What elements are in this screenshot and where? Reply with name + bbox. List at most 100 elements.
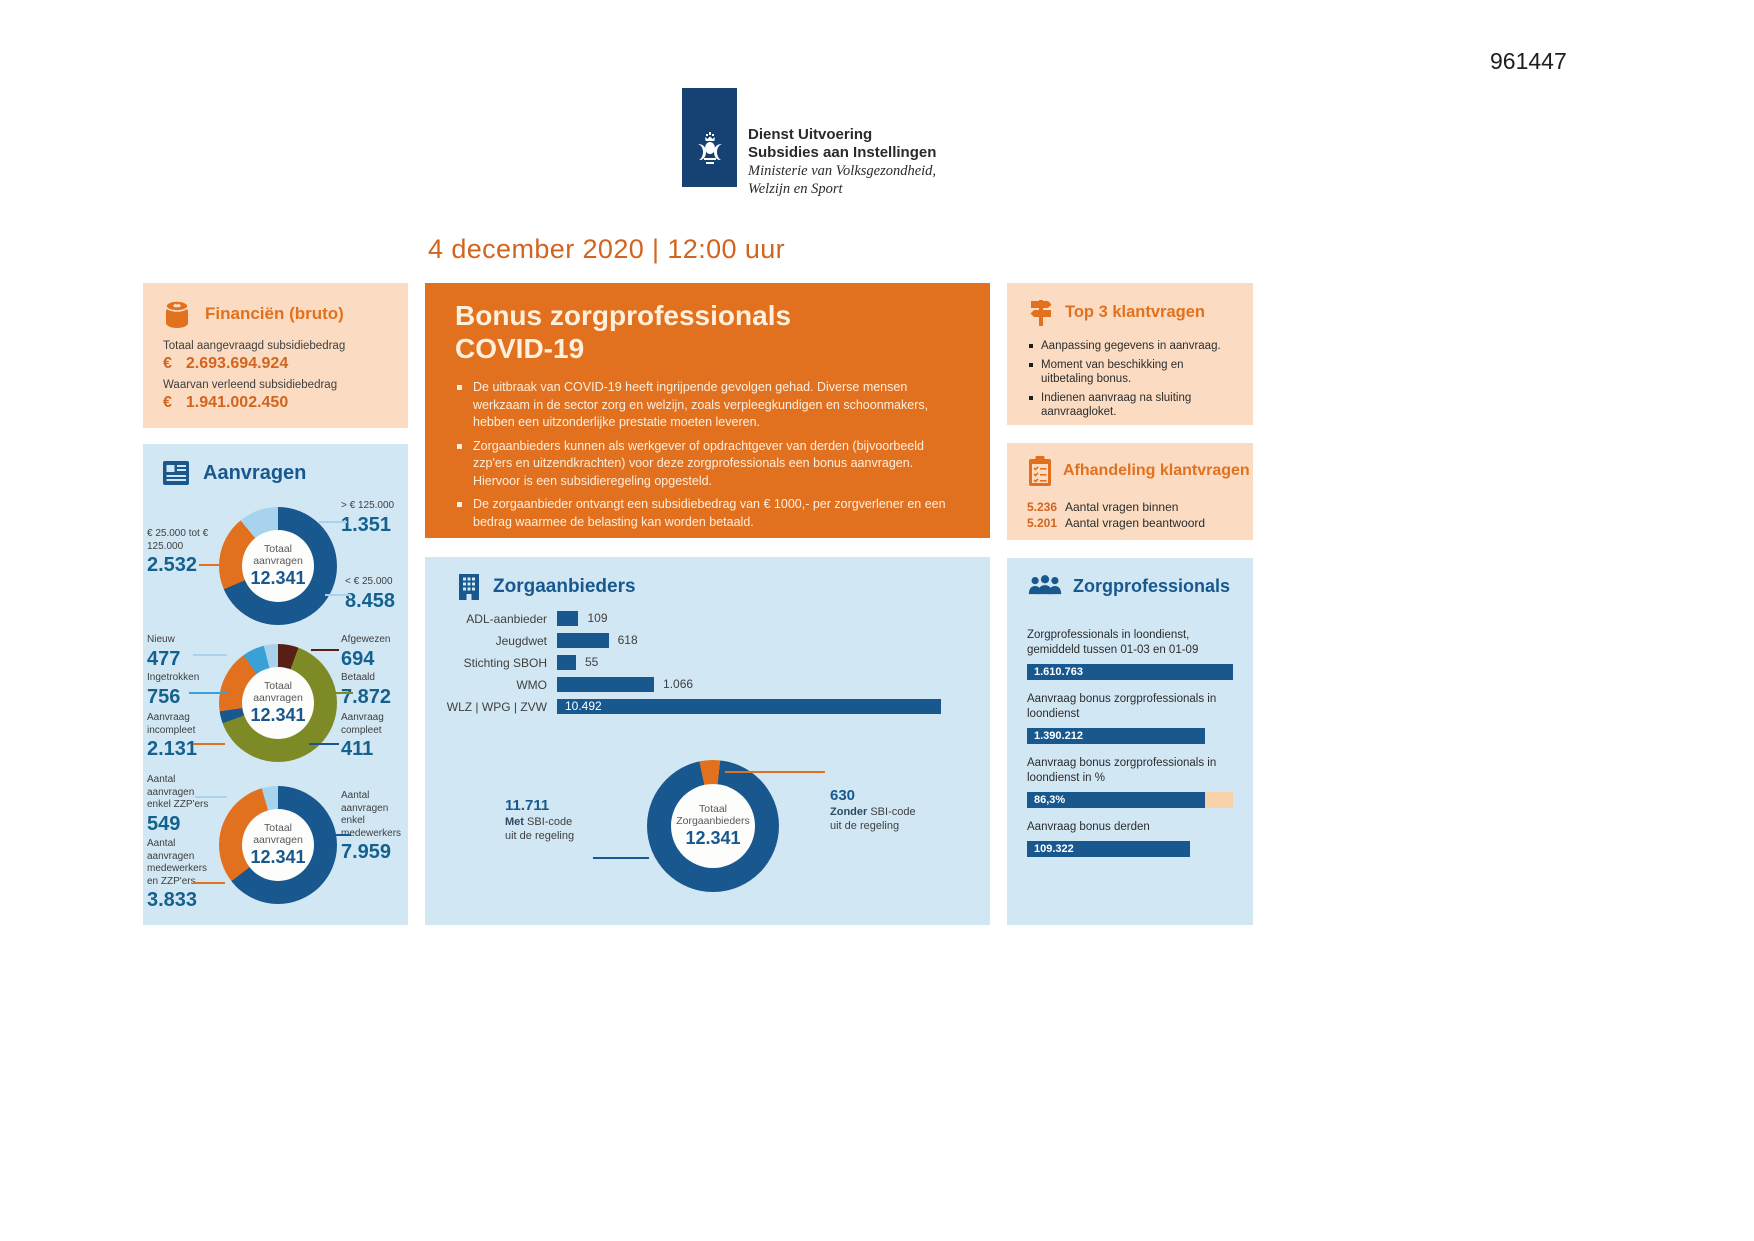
- ministry-line2: Welzijn en Sport: [748, 181, 843, 197]
- bar: 1.610.763: [1027, 664, 1233, 680]
- bar: [557, 677, 655, 692]
- callout-line: [189, 692, 227, 694]
- donut-callout: Afgewezen 694: [341, 634, 391, 670]
- callout-line: [195, 796, 227, 798]
- org-name-line1: Dienst Uitvoering: [748, 126, 873, 143]
- donut-callout: 630 Zonder SBI-code uit de regeling: [830, 787, 916, 832]
- financien-title: Financiën (bruto): [205, 304, 344, 323]
- donut-callout: Aantal aanvragen medewerkers en ZZP'ers …: [147, 838, 208, 911]
- zorgaanbieders-title: Zorgaanbieders: [493, 576, 636, 597]
- zorgpro-bar-group: Aanvraag bonus zorgprofessionals in loon…: [1027, 756, 1233, 808]
- donut-aanvragen-bedrag: Totaal aanvragen 12.341: [219, 507, 337, 625]
- afhandeling-title: Afhandeling klantvragen: [1063, 462, 1250, 479]
- callout-line: [311, 649, 339, 651]
- donut-aanvragen-status: Totaal aanvragen 12.341: [219, 644, 337, 762]
- org-name-line2: Subsidies aan Instellingen: [748, 144, 937, 161]
- donut-center: Totaal Zorgaanbieders 12.341: [671, 784, 755, 868]
- panel-aanvragen: Aanvragen Totaal aanvragen 12.341 € 25.0…: [143, 444, 408, 925]
- afhandeling-row: 5.201 Aantal vragen beantwoord: [1027, 516, 1206, 530]
- donut-callout: < € 25.000 8.458: [345, 576, 396, 612]
- bar-row: WMO 1.066: [516, 677, 694, 692]
- panel-bonus-covid: Bonus zorgprofessionals COVID-19 De uitb…: [425, 283, 990, 538]
- financien-amount-1: €2.693.694.924: [163, 355, 289, 372]
- date-heading: 4 december 2020 | 12:00 uur: [428, 234, 786, 264]
- callout-line: [325, 834, 351, 836]
- donut-aanvragen-samenstelling: Totaal aanvragen 12.341: [219, 786, 337, 904]
- bar-row: WLZ | WPG | ZVW 10.492: [425, 699, 970, 714]
- bonus-bullet: De uitbraak van COVID-19 heeft ingrijpen…: [455, 379, 955, 432]
- reference-number: 961447: [1490, 48, 1567, 74]
- bar: [557, 655, 576, 670]
- people-icon: [1028, 575, 1062, 595]
- clipboard-icon: [1029, 456, 1051, 486]
- zorgpro-bar-group: Aanvraag bonus zorgprofessionals in loon…: [1027, 693, 1217, 744]
- euro-sign: €: [163, 394, 172, 411]
- donut-callout: Nieuw 477: [147, 634, 181, 670]
- bar: 109.322: [1027, 841, 1190, 857]
- crest-icon: [697, 132, 722, 164]
- bar-row: Stichting SBOH 55: [463, 655, 599, 670]
- financien-label-2: Waarvan verleend subsidiebedrag: [163, 379, 338, 391]
- bar: 1.390.212: [1027, 728, 1205, 744]
- top3-title: Top 3 klantvragen: [1065, 302, 1205, 321]
- callout-line: [309, 743, 339, 745]
- donut-callout: Ingetrokken 756: [147, 672, 200, 708]
- callout-line: [593, 857, 649, 859]
- donut-callout: Aantal aanvragen enkel medewerkers 7.959: [341, 790, 402, 863]
- donut-callout: Aanvraag incompleet 2.131: [147, 712, 198, 760]
- coins-icon: [165, 300, 189, 328]
- building-icon: [459, 574, 479, 600]
- bar: [557, 611, 579, 626]
- signpost-icon: [1030, 300, 1052, 326]
- panel-financien: Financiën (bruto) Totaal aangevraagd sub…: [143, 283, 408, 428]
- donut-zorgaanbieders-sbi: Totaal Zorgaanbieders 12.341: [647, 760, 779, 892]
- ministry-line1: Ministerie van Volksgezondheid,: [748, 163, 937, 179]
- donut-callout: 11.711 Met SBI-code uit de regeling: [505, 797, 575, 842]
- bar-row: ADL-aanbieder 109: [466, 611, 608, 626]
- callout-line: [193, 882, 225, 884]
- afhandeling-row: 5.236 Aantal vragen binnen: [1027, 500, 1179, 514]
- euro-sign: €: [163, 355, 172, 372]
- aanvragen-title: Aanvragen: [203, 461, 307, 484]
- top3-bullet: Aanpassing gegevens in aanvraag.: [1027, 339, 1233, 354]
- callout-line: [319, 521, 347, 523]
- bonus-bullet: Zorgaanbieders kunnen als werkgever of o…: [455, 438, 955, 491]
- bonus-bullet: De zorgaanbieder ontvangt een subsidiebe…: [455, 496, 955, 531]
- donut-callout: Aantal aanvragen enkel ZZP'ers 549: [147, 774, 209, 835]
- bonus-bullet-list: De uitbraak van COVID-19 heeft ingrijpen…: [455, 379, 955, 537]
- donut-callout: Betaald 7.872: [341, 672, 392, 708]
- document-icon: [163, 461, 189, 485]
- donut-callout: > € 125.000 1.351: [341, 500, 395, 536]
- financien-amount-2: €1.941.002.450: [163, 394, 289, 411]
- donut-center: Totaal aanvragen 12.341: [242, 809, 314, 881]
- donut-center: Totaal aanvragen 12.341: [242, 530, 314, 602]
- callout-line: [725, 771, 825, 773]
- rijksoverheid-logo: [682, 88, 737, 187]
- callout-line: [327, 692, 353, 694]
- callout-line: [199, 564, 227, 566]
- top3-bullet: Indienen aanvraag na sluiting aanvraaglo…: [1027, 391, 1233, 420]
- top3-bullet-list: Aanpassing gegevens in aanvraag. Moment …: [1027, 339, 1233, 424]
- donut-center: Totaal aanvragen 12.341: [242, 667, 314, 739]
- panel-top3-klantvragen: Top 3 klantvragen Aanpassing gegevens in…: [1007, 283, 1253, 425]
- logo-text: Dienst Uitvoering Subsidies aan Instelli…: [748, 126, 936, 198]
- zorgpro-bar-group: Aanvraag bonus derden 109.322: [1027, 820, 1233, 857]
- callout-line: [193, 743, 225, 745]
- zorgprofessionals-title: Zorgprofessionals: [1073, 575, 1231, 596]
- callout-line: [193, 654, 227, 656]
- bar: 86,3%: [1027, 792, 1205, 808]
- callout-line: [325, 594, 351, 596]
- bar: 10.492: [557, 699, 942, 714]
- panel-afhandeling: Afhandeling klantvragen 5.236 Aantal vrag…: [1007, 443, 1253, 540]
- bonus-title: Bonus zorgprofessionals COVID-19: [455, 300, 792, 364]
- bar-row: Jeugdwet 618: [495, 633, 638, 648]
- top3-bullet: Moment van beschikking en uitbetaling bo…: [1027, 358, 1233, 387]
- zorgpro-bar-group: Zorgprofessionals in loondienst, gemidde…: [1027, 628, 1233, 680]
- bar: [557, 633, 609, 648]
- financien-label-1: Totaal aangevraagd subsidiebedrag: [163, 340, 346, 352]
- donut-callout: Aanvraag compleet 411: [341, 712, 384, 760]
- panel-zorgaanbieders: Zorgaanbieders ADL-aanbieder 109 Jeugdwe…: [425, 557, 990, 925]
- panel-zorgprofessionals: Zorgprofessionals Zorgprofessionals in l…: [1007, 558, 1253, 925]
- donut-callout: € 25.000 tot € 125.000 2.532: [147, 528, 209, 576]
